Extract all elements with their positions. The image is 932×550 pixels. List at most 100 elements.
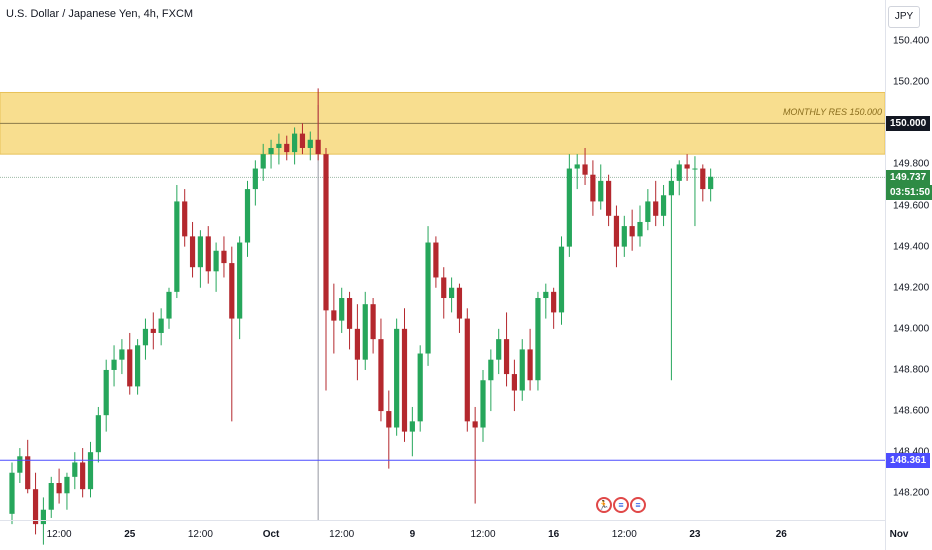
candle-body xyxy=(237,242,243,319)
candle-body xyxy=(511,374,517,391)
candle-body xyxy=(637,221,643,237)
time-tick-label: 16 xyxy=(548,529,560,540)
candle-body xyxy=(590,174,596,202)
candle-body xyxy=(307,139,313,148)
time-tick-label: Nov xyxy=(889,529,909,540)
time-tick-label: Oct xyxy=(262,529,280,540)
candle-body xyxy=(252,168,258,190)
candle-body xyxy=(370,304,376,340)
candle-body xyxy=(464,318,470,422)
candle-body xyxy=(17,456,23,473)
current-price-tag: 149.737 xyxy=(886,169,931,185)
candle-body xyxy=(700,168,706,190)
candle-body xyxy=(543,291,549,299)
candle-body xyxy=(488,359,494,381)
zone-annotation: MONTHLY RES 150.000 xyxy=(782,107,882,118)
candle-body xyxy=(417,353,423,422)
candle-body xyxy=(472,421,478,428)
candle-body xyxy=(496,339,502,360)
price-tick-label: 148.800 xyxy=(893,364,930,376)
candle-body xyxy=(425,242,431,354)
candle-body xyxy=(535,298,541,381)
candle-body xyxy=(645,201,651,222)
candle-body xyxy=(606,180,612,216)
candle-body xyxy=(394,328,400,428)
candle-body xyxy=(676,164,682,181)
candle-body xyxy=(551,291,557,313)
candle-body xyxy=(503,339,510,375)
price-tick-label: 149.600 xyxy=(893,200,930,212)
candle-body xyxy=(95,415,101,453)
candle-body xyxy=(221,250,227,264)
candle-body xyxy=(56,483,62,494)
price-tick-label: 149.400 xyxy=(893,241,930,253)
candle-body xyxy=(386,411,392,428)
price-tick-label: 148.400 xyxy=(893,447,929,458)
time-axis-border xyxy=(0,520,885,521)
candle-body xyxy=(598,180,604,202)
price-tick-label: 150.400 xyxy=(893,35,930,47)
flag-usa-icon[interactable]: ≡ xyxy=(630,497,646,513)
candle-body xyxy=(574,164,580,169)
candle-body xyxy=(660,195,667,216)
candle-body xyxy=(197,236,203,268)
price-axis-border xyxy=(885,0,886,550)
candle-body xyxy=(519,349,525,391)
time-tick-label: 12:00 xyxy=(46,529,72,540)
candle-body xyxy=(378,339,384,412)
candle-body xyxy=(409,421,415,432)
time-tick-label: 25 xyxy=(124,529,136,540)
candle-body xyxy=(103,369,109,416)
candle-body xyxy=(48,483,54,510)
candle-body xyxy=(292,133,298,153)
candle-body xyxy=(25,456,31,490)
price-tick-label: 149.800 xyxy=(893,158,930,170)
price-tick-label: 150.200 xyxy=(893,76,930,88)
candle-body xyxy=(174,201,180,292)
candle-body xyxy=(213,250,219,272)
economic-event-icon[interactable]: 🏃 xyxy=(596,497,612,513)
time-tick-label: 12:00 xyxy=(187,529,213,540)
candle-body xyxy=(182,201,188,237)
candle-body xyxy=(315,139,321,155)
time-tick-label: 12:00 xyxy=(329,529,355,540)
candle-body xyxy=(433,242,439,278)
candle-body xyxy=(80,462,86,490)
candle-body xyxy=(205,236,211,272)
candle-body xyxy=(480,380,486,428)
price-tick-label: 148.200 xyxy=(893,487,930,499)
candle-body xyxy=(621,226,627,247)
candle-body xyxy=(566,168,572,247)
candle-body xyxy=(189,236,196,268)
candle-body xyxy=(276,143,282,148)
candle-body xyxy=(692,168,698,170)
candle-body xyxy=(244,189,251,243)
candle-body xyxy=(268,147,274,155)
candles-group xyxy=(9,88,714,545)
flag-usa-icon[interactable]: ≡ xyxy=(613,497,629,513)
currency-button[interactable]: JPY xyxy=(888,6,920,28)
candle-body xyxy=(40,509,46,525)
candle-body xyxy=(582,164,588,175)
time-tick-label: 23 xyxy=(689,529,701,540)
candle-body xyxy=(331,310,337,321)
candle-body xyxy=(354,328,360,360)
candle-body xyxy=(142,328,149,346)
candle-body xyxy=(684,164,690,169)
candle-body xyxy=(119,349,125,360)
time-tick-label: 26 xyxy=(775,529,787,540)
candle-body xyxy=(64,476,70,494)
time-tick-label: 12:00 xyxy=(470,529,496,540)
candle-body xyxy=(613,215,620,247)
candle-body xyxy=(87,452,94,490)
candle-body xyxy=(668,180,674,196)
price-tick-label: 149.200 xyxy=(893,282,930,294)
candle-body xyxy=(284,143,290,153)
candle-body xyxy=(323,154,329,311)
candle-body xyxy=(449,287,455,299)
candle-body xyxy=(72,462,78,477)
candle-body xyxy=(441,277,447,299)
candle-body xyxy=(362,304,368,360)
